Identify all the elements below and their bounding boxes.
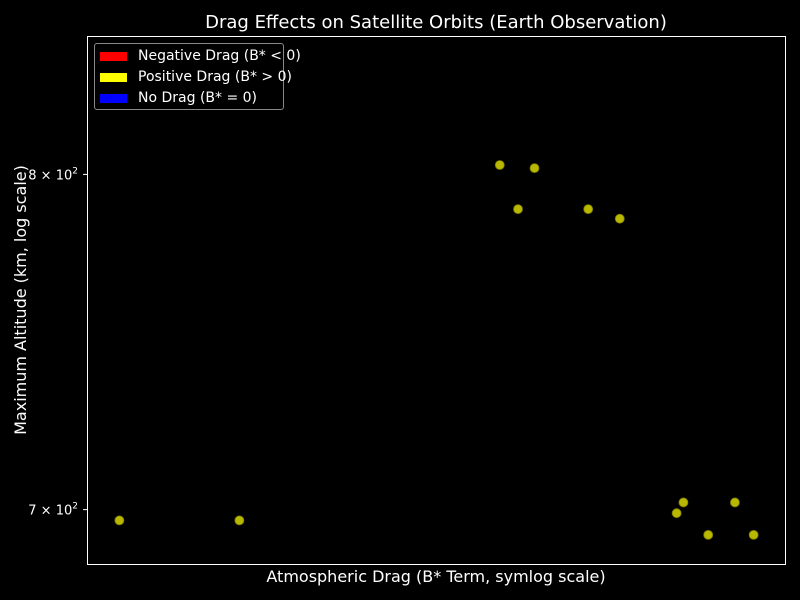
legend-label: Negative Drag (B* < 0)	[138, 48, 301, 64]
data-point	[529, 163, 540, 174]
legend-label: No Drag (B* = 0)	[138, 90, 258, 106]
chart-title: Drag Effects on Satellite Orbits (Earth …	[205, 12, 667, 33]
x-axis-label: Atmospheric Drag (B* Term, symlog scale)	[266, 567, 605, 586]
data-point	[614, 213, 625, 224]
data-point	[494, 160, 505, 170]
data-point	[730, 497, 740, 508]
data-point	[748, 529, 759, 540]
plot-area	[87, 36, 786, 565]
data-points	[114, 160, 759, 540]
y-tick-label: 8 × 102	[28, 166, 78, 183]
y-axis-label: Maximum Altitude (km, log scale)	[11, 165, 30, 435]
data-point	[513, 204, 523, 215]
data-point	[583, 204, 594, 215]
legend-swatch-red	[100, 51, 127, 61]
legend-item-negative-drag: Negative Drag (B* < 0)	[100, 47, 301, 65]
legend-swatch-yellow	[100, 72, 127, 82]
legend-item-positive-drag: Positive Drag (B* > 0)	[100, 68, 292, 86]
data-point	[678, 497, 689, 508]
y-tick-label: 7 × 102	[28, 502, 78, 519]
data-point	[703, 529, 714, 540]
legend-swatch-blue	[100, 93, 127, 103]
data-point	[234, 515, 245, 526]
data-point	[671, 508, 682, 519]
data-point	[114, 515, 125, 526]
y-axis-ticks: 7 × 102 8 × 102	[28, 166, 88, 519]
legend-item-no-drag: No Drag (B* = 0)	[100, 89, 257, 107]
legend: Negative Drag (B* < 0) Positive Drag (B*…	[94, 43, 301, 110]
legend-label: Positive Drag (B* > 0)	[138, 69, 292, 85]
